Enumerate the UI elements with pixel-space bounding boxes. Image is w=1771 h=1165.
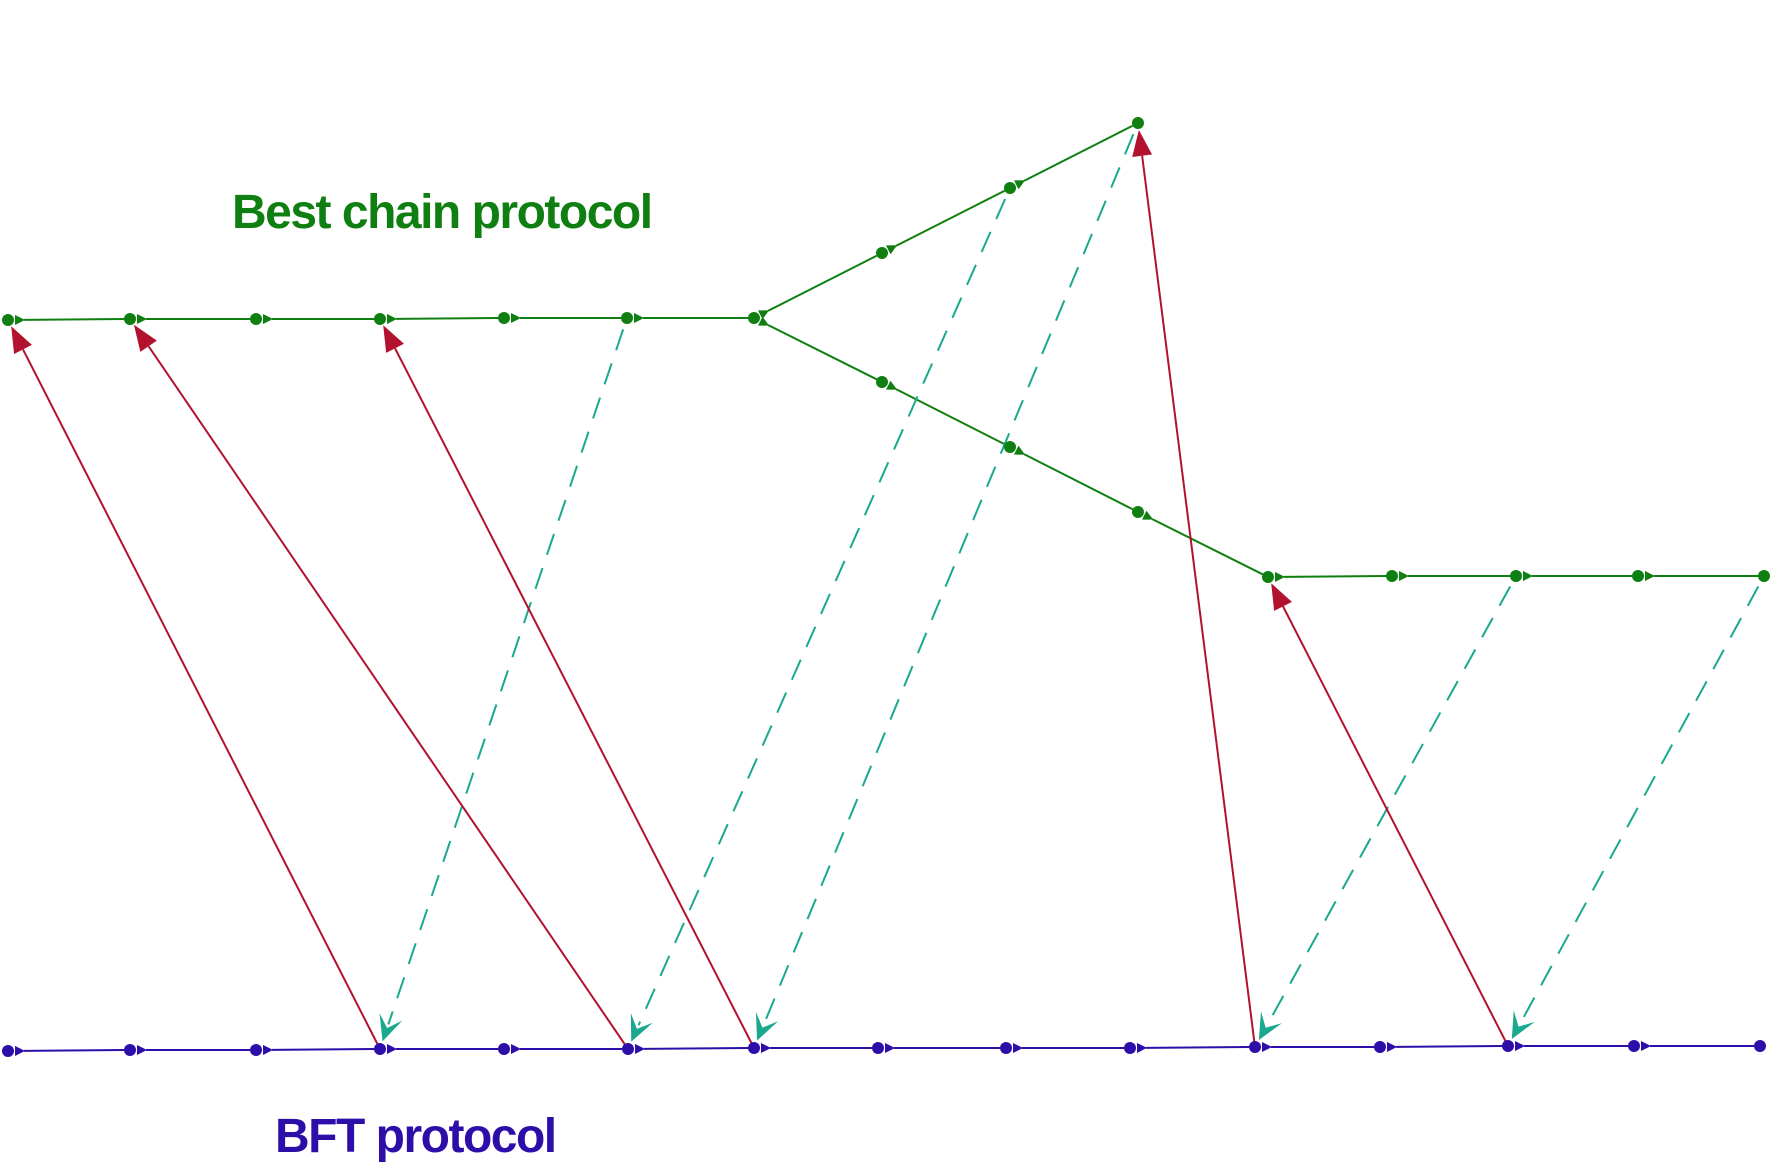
bft-block <box>1374 1041 1386 1053</box>
best-chain <box>14 124 1758 582</box>
reference-link <box>22 348 381 1050</box>
best-chain-block <box>1386 570 1398 582</box>
reference-arrowhead <box>1132 129 1153 157</box>
bft-chain-link <box>14 1045 125 1056</box>
bft-block <box>374 1043 386 1055</box>
bft-chain-link <box>634 1043 749 1054</box>
best-chain-link <box>386 313 499 324</box>
best-chain-block <box>374 313 386 325</box>
finality-arrowhead <box>1258 1011 1282 1041</box>
best-chain-link <box>885 189 1006 255</box>
best-chain-block <box>250 313 262 325</box>
bft-block <box>1502 1040 1514 1052</box>
finality-arrowhead <box>630 1013 653 1042</box>
best-chain-link <box>1013 124 1134 190</box>
bft-chain-link <box>1136 1042 1250 1053</box>
best-chain-link <box>758 316 878 381</box>
best-chain-link <box>757 254 878 320</box>
reference-link <box>394 347 755 1049</box>
bft-block <box>124 1044 136 1056</box>
finality-arrowhead <box>1511 1010 1535 1039</box>
best-chain-block <box>1632 570 1644 582</box>
finality-link <box>637 198 1007 1026</box>
best-chain-protocol-label: Best chain protocol <box>232 186 652 239</box>
finality-link <box>1519 586 1760 1024</box>
finality-link <box>387 329 625 1025</box>
bft-block <box>2 1045 14 1057</box>
reference-arrowhead <box>383 325 404 353</box>
best-chain-block <box>1758 570 1770 582</box>
best-chain-link <box>885 380 1006 446</box>
nodes <box>2 117 1770 1057</box>
bft-block <box>1124 1042 1136 1054</box>
best-chain-block <box>2 314 14 326</box>
best-chain-block <box>124 313 136 325</box>
bft-block <box>622 1043 634 1055</box>
bft-block <box>748 1042 760 1054</box>
reference-arrowhead <box>1271 583 1292 611</box>
finality-link <box>763 133 1135 1025</box>
best-chain-block <box>498 312 510 324</box>
bft-block <box>1628 1040 1640 1052</box>
best-chain-block <box>876 247 888 259</box>
finality-link <box>1266 586 1512 1025</box>
bft-block <box>1000 1042 1012 1054</box>
bft-block <box>872 1042 884 1054</box>
reference-link <box>1141 155 1256 1048</box>
finality-arrowhead <box>379 1012 403 1042</box>
reference-link <box>147 345 629 1050</box>
best-chain-block <box>1004 441 1016 453</box>
best-chain-link <box>1142 510 1264 576</box>
best-chain-block <box>1262 571 1274 583</box>
bft-chain-link <box>262 1044 375 1055</box>
best-chain-block <box>1510 570 1522 582</box>
best-chain-block <box>1132 506 1144 518</box>
best-chain-link <box>14 314 125 325</box>
cross-links <box>11 129 1760 1050</box>
reference-link <box>1282 605 1509 1047</box>
finality-arrowhead <box>755 1011 779 1041</box>
best-chain-link <box>1274 571 1387 582</box>
best-chain-block <box>748 312 760 324</box>
bft-block <box>498 1043 510 1055</box>
reference-arrowhead <box>11 326 32 354</box>
best-chain-block <box>1132 117 1144 129</box>
bft-chain-link <box>1386 1041 1503 1052</box>
best-chain-block <box>1004 182 1016 194</box>
reference-arrowhead <box>133 324 157 352</box>
bft-block <box>1249 1041 1261 1053</box>
best-chain-block <box>876 376 888 388</box>
bft-chain <box>14 1041 1754 1056</box>
bft-block <box>250 1044 262 1056</box>
best-chain-link <box>1013 445 1134 511</box>
bft-protocol-label: BFT protocol <box>275 1110 556 1163</box>
bft-block <box>1754 1040 1766 1052</box>
best-chain-block <box>621 312 633 324</box>
